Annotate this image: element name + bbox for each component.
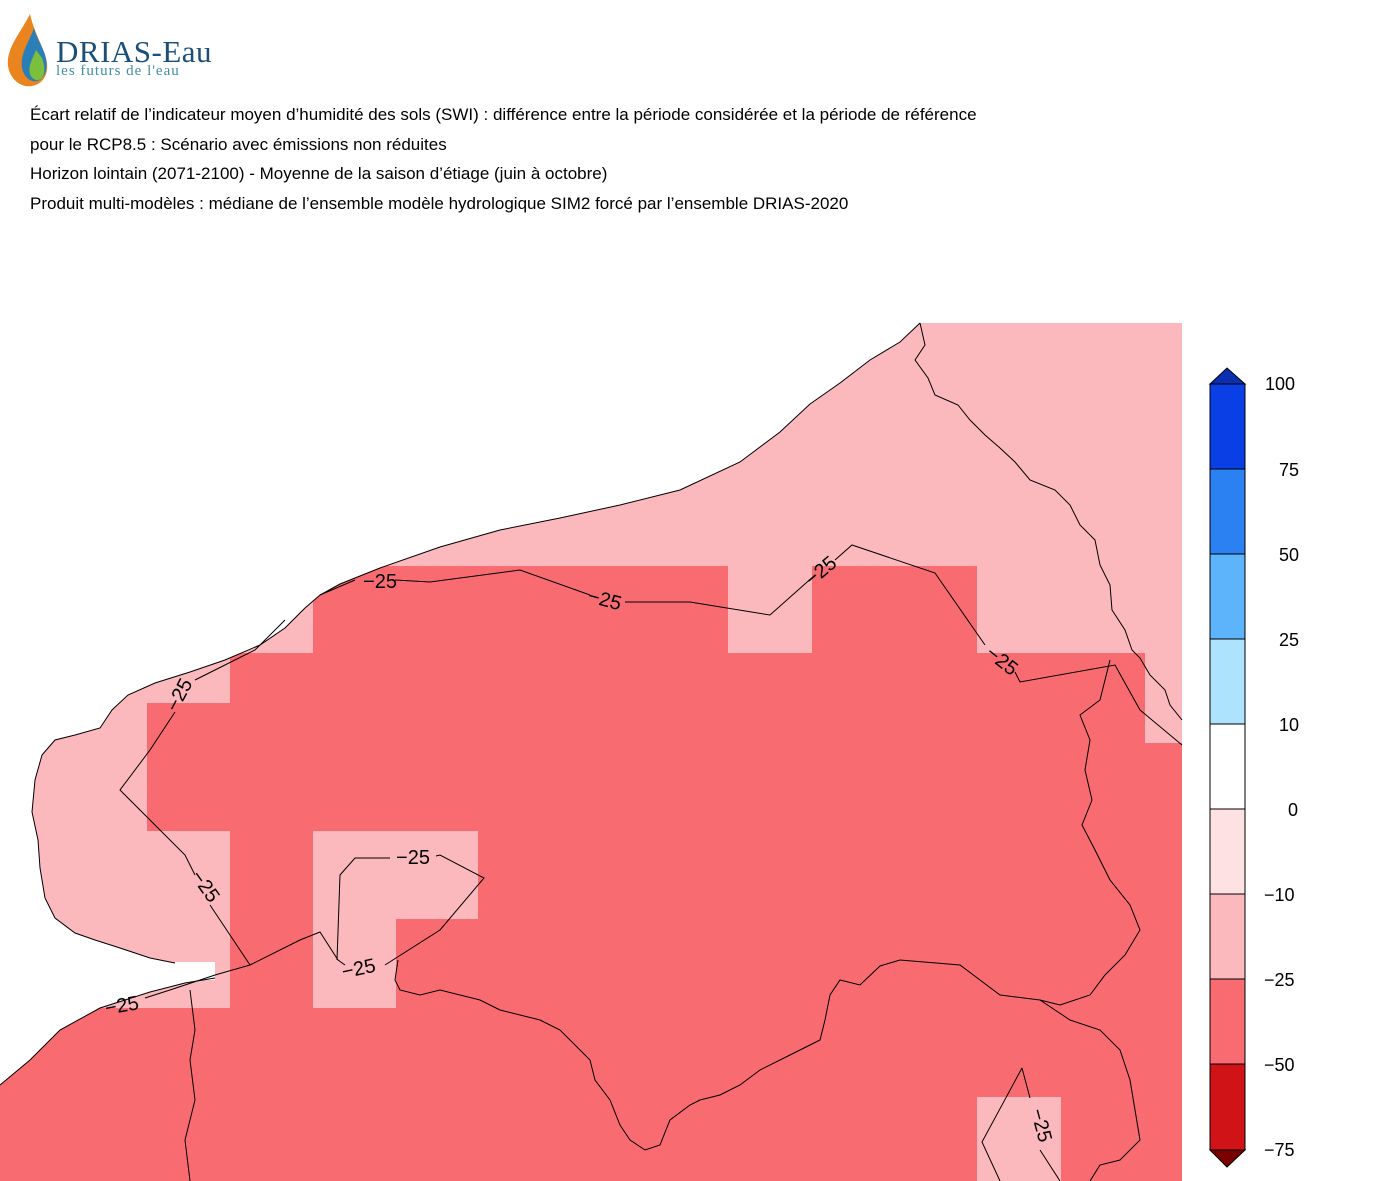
- colorbar-over-triangle: [1208, 367, 1247, 385]
- title-line-1: Écart relatif de l’indicateur moyen d’hu…: [30, 105, 977, 124]
- colorbar-tick-label: 25: [1279, 630, 1299, 650]
- colorbar-tick-label: 75: [1279, 460, 1299, 480]
- colorbar-class: [1210, 979, 1245, 1064]
- contour-label: −25: [363, 571, 397, 593]
- colorbar-tick-label: −75: [1264, 1140, 1295, 1160]
- colorbar-tick-labels: 100 75 50 25 10 0 −10 −25 −50 −75: [1264, 374, 1299, 1160]
- logo-tagline: les futurs de l'eau: [56, 63, 180, 79]
- colorbar-class: [1210, 1064, 1245, 1150]
- colorbar-tick-label: 50: [1279, 545, 1299, 565]
- contour-lines: [119, 544, 1183, 1181]
- border-region-inner: [394, 659, 1141, 1151]
- coastline-south: [0, 977, 216, 1086]
- swi-class-fills: [0, 323, 1182, 1181]
- colorbar-under-triangle: [1208, 1149, 1247, 1168]
- colorbar-class-borders: [1209, 383, 1246, 1151]
- colorbar-tick-label: 10: [1279, 715, 1299, 735]
- coastline: [31, 322, 921, 964]
- colorbar: 100 75 50 25 10 0 −10 −25 −50 −75: [1208, 367, 1299, 1168]
- border-northeast: [914, 322, 1183, 721]
- contour-west: [119, 619, 485, 966]
- logo-name: DRIAS-Eau: [56, 34, 213, 69]
- colorbar-class: [1210, 469, 1245, 554]
- colorbar-tick-label: 0: [1288, 800, 1298, 820]
- swi-map: −25 −25 −25 −25 −25 −25 −25 −25 −25 −25: [0, 322, 1183, 1181]
- contour-southeast: [981, 1067, 1061, 1181]
- title-line-4: Produit multi-modèles : médiane de l’ens…: [30, 193, 849, 213]
- colorbar-class: [1210, 894, 1245, 979]
- colorbar-class: [1210, 639, 1245, 724]
- contour-north: [319, 544, 1183, 746]
- water-drop-icon: [7, 14, 48, 87]
- colorbar-class: [1210, 809, 1245, 894]
- colorbar-class: [1210, 554, 1245, 639]
- estuary: [175, 962, 215, 980]
- border-southeast: [1039, 999, 1141, 1181]
- colorbar-class: [1210, 384, 1245, 469]
- colorbar-class: [1210, 724, 1245, 809]
- colorbar-tick-label: −50: [1264, 1055, 1295, 1075]
- colorbar-tick-label: −25: [1264, 970, 1295, 990]
- class-minus50-minus25-main: [0, 566, 1182, 1181]
- title-line-2: pour le RCP8.5 : Scénario avec émissions…: [30, 134, 447, 154]
- border-southwest: [184, 989, 196, 1181]
- drias-eau-logo: DRIAS-Eau les futurs de l'eau: [0, 10, 230, 90]
- class-minus25-minus10-island-1: [313, 831, 478, 1008]
- contour-estuary: [144, 964, 251, 999]
- class-minus25-minus10-island-2: [977, 1097, 1061, 1181]
- map-titles: Écart relatif de l’indicateur moyen d’hu…: [30, 100, 977, 218]
- boundaries: [0, 322, 1183, 1181]
- colorbar-tick-label: 100: [1265, 374, 1295, 394]
- contour-label: −25: [396, 847, 430, 869]
- contour-island: [336, 857, 390, 961]
- colorbar-tick-label: −10: [1264, 885, 1295, 905]
- title-line-3: Horizon lointain (2071-2100) - Moyenne d…: [30, 164, 608, 183]
